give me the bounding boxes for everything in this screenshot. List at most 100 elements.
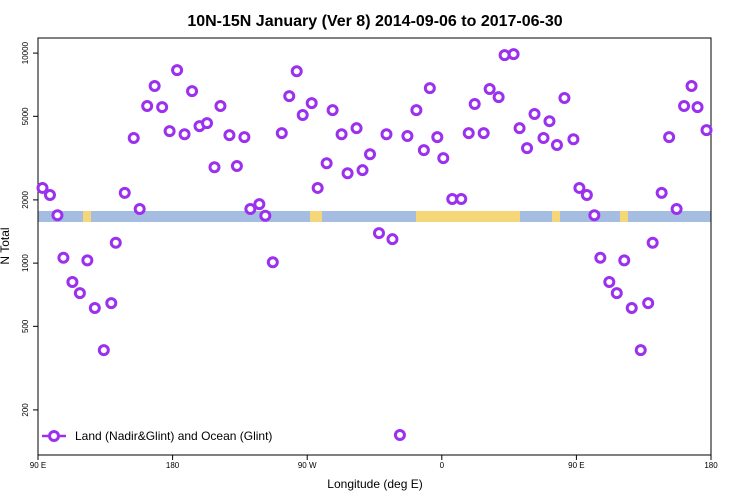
point <box>81 254 94 267</box>
point <box>57 251 70 264</box>
x-tick-label: 180 <box>704 461 718 470</box>
point <box>646 236 659 249</box>
point <box>550 139 563 152</box>
point <box>244 202 257 215</box>
point <box>603 275 616 288</box>
y-tick-label: 1000 <box>21 254 30 272</box>
point <box>230 160 243 173</box>
point <box>266 256 279 269</box>
point <box>663 131 676 144</box>
point <box>417 144 430 157</box>
point <box>326 104 339 117</box>
point <box>296 109 309 122</box>
point <box>594 251 607 264</box>
point <box>477 127 490 140</box>
point <box>208 161 221 174</box>
point <box>43 189 56 202</box>
point <box>386 233 399 246</box>
point <box>163 125 176 138</box>
point <box>655 186 668 199</box>
y-tick-label: 200 <box>21 403 30 417</box>
point <box>109 236 122 249</box>
ocean-band <box>38 211 711 222</box>
point <box>393 428 406 441</box>
y-tick-label: 5000 <box>21 107 30 125</box>
y-axis-label: N Total <box>0 227 12 264</box>
point <box>573 181 586 194</box>
point <box>410 104 423 117</box>
point <box>431 131 444 144</box>
point <box>588 209 601 222</box>
point <box>275 127 288 140</box>
point <box>156 101 169 114</box>
point <box>580 189 593 202</box>
point <box>223 129 236 142</box>
point <box>311 181 324 194</box>
point <box>558 92 571 105</box>
point <box>567 133 580 146</box>
plot-frame <box>37 37 712 456</box>
chart-title: 10N-15N January (Ver 8) 2014-09-06 to 20… <box>187 13 562 30</box>
land-patch <box>416 211 520 222</box>
land-patch <box>620 211 628 222</box>
x-tick-label: 90 E <box>568 461 584 470</box>
point <box>171 64 184 77</box>
point <box>455 192 468 205</box>
point <box>214 99 227 112</box>
legend-label: Land (Nadir&Glint) and Ocean (Glint) <box>75 429 272 443</box>
x-axis-label: Longitude (deg E) <box>327 477 422 491</box>
point <box>148 80 161 93</box>
point <box>372 227 385 240</box>
point <box>97 344 110 357</box>
point <box>51 209 64 222</box>
point <box>543 115 556 128</box>
point <box>483 82 496 95</box>
point <box>691 101 704 114</box>
point <box>320 157 333 170</box>
x-tick-label: 0 <box>440 461 445 470</box>
point <box>259 209 272 222</box>
point <box>700 124 713 137</box>
point <box>178 128 191 141</box>
point <box>492 91 505 104</box>
point <box>36 181 49 194</box>
point <box>356 164 369 177</box>
point <box>610 287 623 300</box>
point <box>73 287 86 300</box>
point <box>127 132 140 145</box>
point <box>341 167 354 180</box>
point <box>335 128 348 141</box>
point <box>380 128 393 141</box>
point <box>253 198 266 211</box>
point <box>186 85 199 98</box>
point <box>468 98 481 111</box>
point <box>678 99 691 112</box>
point <box>507 48 520 61</box>
point <box>528 107 541 120</box>
map-strip <box>38 211 711 222</box>
point <box>634 344 647 357</box>
point <box>350 122 363 135</box>
point <box>685 80 698 93</box>
legend-marker <box>48 430 60 442</box>
land-patch <box>83 211 91 222</box>
point <box>401 129 414 142</box>
point <box>141 99 154 112</box>
land-patch <box>310 211 322 222</box>
point <box>238 131 251 144</box>
y-tick-label: 10000 <box>21 41 30 64</box>
point <box>290 65 303 78</box>
point <box>283 90 296 103</box>
point <box>625 302 638 315</box>
point <box>364 148 377 161</box>
point <box>513 122 526 135</box>
point <box>642 297 655 310</box>
point <box>88 302 101 315</box>
point <box>521 142 534 155</box>
point <box>618 254 631 267</box>
point <box>105 297 118 310</box>
point <box>423 82 436 95</box>
point <box>670 202 683 215</box>
